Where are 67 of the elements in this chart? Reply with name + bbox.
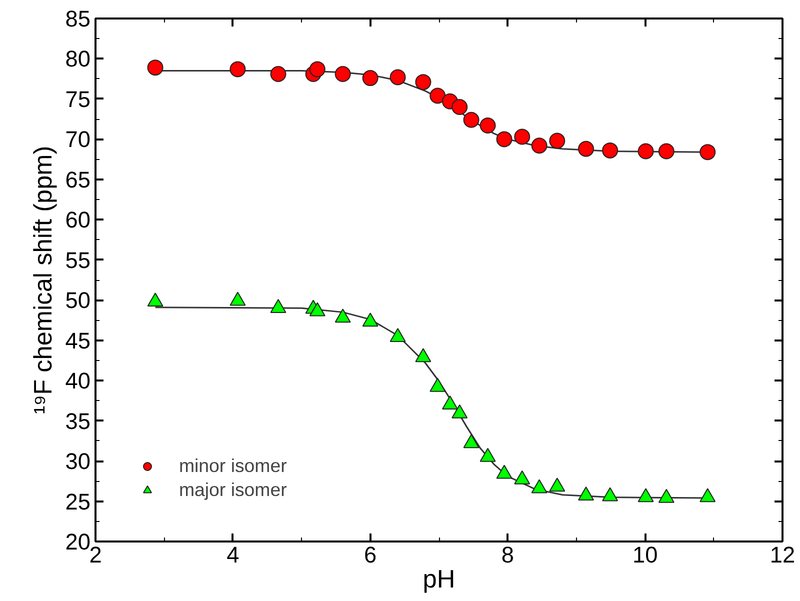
point [549, 132, 566, 149]
point [452, 404, 468, 418]
y-tick-label: 20 [65, 528, 90, 554]
point [362, 312, 378, 327]
point [638, 488, 654, 502]
point [480, 118, 496, 134]
point [309, 302, 326, 316]
point [415, 74, 432, 90]
point [463, 112, 480, 128]
legend-label: major isomer [179, 479, 287, 501]
x-tick-label: 6 [364, 542, 377, 568]
point [549, 478, 566, 492]
y-tick-label: 55 [65, 246, 90, 273]
point [390, 69, 406, 86]
point [602, 487, 618, 502]
y-tick-label: 85 [65, 6, 90, 32]
point [602, 142, 618, 158]
point [230, 61, 246, 78]
point [658, 143, 674, 160]
point [309, 61, 326, 78]
x-tick-label: 4 [226, 542, 240, 568]
point [658, 488, 674, 503]
y-tick-label: 30 [65, 448, 90, 474]
point [390, 328, 406, 342]
x-tick-label: 10 [632, 542, 658, 568]
x-tick-label: 2 [89, 542, 102, 568]
x-tick-label: 8 [501, 542, 514, 568]
point [531, 479, 548, 494]
y-tick-label: 25 [65, 488, 90, 514]
point [430, 378, 446, 392]
y-tick-label: 60 [65, 206, 90, 233]
point [514, 128, 530, 145]
point [452, 99, 468, 115]
point [700, 488, 716, 502]
point [496, 131, 512, 148]
point [578, 140, 594, 157]
y-tick-label: 70 [65, 126, 90, 152]
y-tick-label: 40 [65, 368, 90, 394]
point [270, 66, 286, 82]
point [463, 434, 480, 448]
point [334, 308, 351, 323]
point [700, 144, 716, 160]
x-axis-title: pH [422, 566, 456, 594]
point [496, 464, 512, 479]
y-tick-label: 50 [65, 287, 90, 314]
point [578, 486, 594, 500]
legend-label: minor isomer [179, 455, 287, 477]
y-axis-title: ¹⁹F chemical shift (ppm) [29, 146, 58, 414]
point [270, 299, 286, 313]
y-tick-label: 65 [65, 166, 90, 192]
point [147, 60, 164, 76]
y-tick-label: 80 [65, 46, 90, 72]
point [415, 348, 432, 362]
point [442, 396, 458, 410]
point [147, 292, 164, 307]
point [230, 292, 246, 306]
point [480, 448, 496, 462]
y-tick-label: 75 [65, 86, 90, 112]
x-tick-label: 12 [770, 542, 796, 568]
y-tick-label: 45 [65, 327, 90, 354]
point [514, 470, 530, 484]
point [362, 70, 378, 86]
point [638, 143, 654, 160]
point [430, 88, 446, 104]
y-tick-label: 35 [65, 408, 90, 434]
point [334, 66, 351, 82]
point [531, 138, 548, 154]
